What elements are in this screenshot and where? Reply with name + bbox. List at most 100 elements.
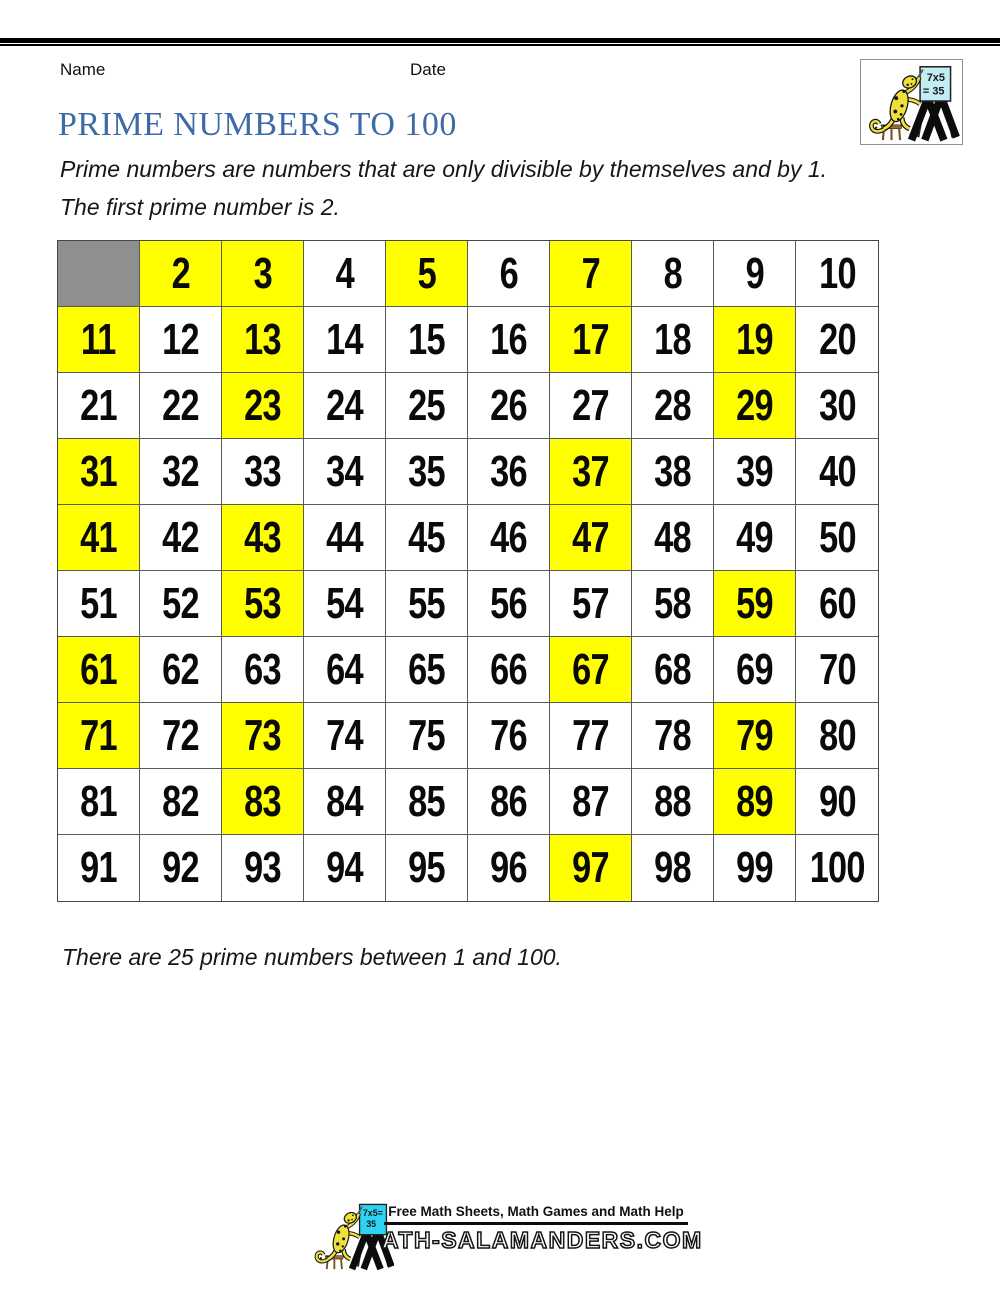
grid-cell-91: 91: [58, 835, 140, 901]
grid-cell-10: 10: [796, 241, 878, 307]
grid-cell-87: 87: [550, 769, 632, 835]
grid-cell-39: 39: [714, 439, 796, 505]
grid-cell-82: 82: [140, 769, 222, 835]
name-label: Name: [60, 60, 106, 79]
grid-cell-85: 85: [386, 769, 468, 835]
grid-cell-67: 67: [550, 637, 632, 703]
description-line-2: The first prime number is 2.: [60, 194, 340, 220]
grid-cell-59: 59: [714, 571, 796, 637]
prime-count-summary: There are 25 prime numbers between 1 and…: [62, 944, 562, 970]
grid-cell-33: 33: [222, 439, 304, 505]
grid-cell-77: 77: [550, 703, 632, 769]
grid-cell-35: 35: [386, 439, 468, 505]
grid-cell-90: 90: [796, 769, 878, 835]
grid-cell-72: 72: [140, 703, 222, 769]
grid-cell-100: 100: [796, 835, 878, 901]
salamander-writing-icon: 7x5 = 35: [869, 66, 960, 142]
grid-cell-80: 80: [796, 703, 878, 769]
grid-cell-47: 47: [550, 505, 632, 571]
grid-cell-65: 65: [386, 637, 468, 703]
grid-cell-29: 29: [714, 373, 796, 439]
grid-cell-60: 60: [796, 571, 878, 637]
grid-cell-54: 54: [304, 571, 386, 637]
grid-cell-16: 16: [468, 307, 550, 373]
grid-cell-46: 46: [468, 505, 550, 571]
date-label: Date: [410, 60, 446, 79]
board-text-line2: = 35: [923, 85, 945, 97]
grid-cell-36: 36: [468, 439, 550, 505]
grid-cell-42: 42: [140, 505, 222, 571]
grid-cell-45: 45: [386, 505, 468, 571]
footer-divider: [384, 1222, 688, 1225]
math-salamanders-logo: 7x5 = 35: [860, 59, 963, 145]
footer-board-text-line2: 35: [366, 1219, 376, 1229]
grid-cell-19: 19: [714, 307, 796, 373]
grid-cell-44: 44: [304, 505, 386, 571]
grid-cell-74: 74: [304, 703, 386, 769]
grid-cell-8: 8: [632, 241, 714, 307]
grid-cell-23: 23: [222, 373, 304, 439]
grid-cell-66: 66: [468, 637, 550, 703]
grid-cell-43: 43: [222, 505, 304, 571]
grid-cell-31: 31: [58, 439, 140, 505]
grid-cell-58: 58: [632, 571, 714, 637]
grid-cell-7: 7: [550, 241, 632, 307]
grid-cell-40: 40: [796, 439, 878, 505]
grid-cell-55: 55: [386, 571, 468, 637]
grid-cell-63: 63: [222, 637, 304, 703]
grid-cell-18: 18: [632, 307, 714, 373]
grid-cell-22: 22: [140, 373, 222, 439]
grid-cell-blank: [58, 241, 140, 307]
grid-cell-88: 88: [632, 769, 714, 835]
grid-cell-15: 15: [386, 307, 468, 373]
grid-cell-84: 84: [304, 769, 386, 835]
board-text-line1: 7x5: [927, 72, 945, 84]
grid-cell-37: 37: [550, 439, 632, 505]
grid-cell-50: 50: [796, 505, 878, 571]
grid-cell-69: 69: [714, 637, 796, 703]
grid-cell-96: 96: [468, 835, 550, 901]
grid-cell-70: 70: [796, 637, 878, 703]
grid-cell-76: 76: [468, 703, 550, 769]
grid-cell-4: 4: [304, 241, 386, 307]
grid-cell-30: 30: [796, 373, 878, 439]
grid-cell-93: 93: [222, 835, 304, 901]
grid-cell-2: 2: [140, 241, 222, 307]
grid-cell-53: 53: [222, 571, 304, 637]
grid-cell-61: 61: [58, 637, 140, 703]
top-double-rule: [0, 38, 1000, 46]
description-line-1: Prime numbers are numbers that are only …: [60, 156, 828, 182]
grid-cell-86: 86: [468, 769, 550, 835]
grid-cell-41: 41: [58, 505, 140, 571]
grid-cell-56: 56: [468, 571, 550, 637]
grid-cell-71: 71: [58, 703, 140, 769]
grid-cell-34: 34: [304, 439, 386, 505]
footer-brand: 7x5= 35 Free Math Sheets, Math Games and…: [310, 1200, 703, 1271]
grid-cell-64: 64: [304, 637, 386, 703]
footer-wordmark: ATH-SALAMANDERS.COM: [381, 1226, 703, 1254]
grid-cell-99: 99: [714, 835, 796, 901]
grid-cell-48: 48: [632, 505, 714, 571]
grid-cell-81: 81: [58, 769, 140, 835]
grid-cell-27: 27: [550, 373, 632, 439]
number-grid: 2 3 4 5 6 7 8 9 10 11 12 13 14 15 16 17 18 19 20 21 22 23 24 25…: [57, 240, 879, 902]
grid-cell-25: 25: [386, 373, 468, 439]
grid-cell-24: 24: [304, 373, 386, 439]
footer-tagline: Free Math Sheets, Math Games and Math He…: [388, 1204, 684, 1219]
grid-cell-21: 21: [58, 373, 140, 439]
grid-cell-79: 79: [714, 703, 796, 769]
grid-cell-49: 49: [714, 505, 796, 571]
grid-cell-92: 92: [140, 835, 222, 901]
grid-cell-57: 57: [550, 571, 632, 637]
grid-cell-97: 97: [550, 835, 632, 901]
grid-cell-52: 52: [140, 571, 222, 637]
footer-salamander-icon: 7x5= 35: [314, 1203, 394, 1271]
grid-cell-94: 94: [304, 835, 386, 901]
grid-cell-73: 73: [222, 703, 304, 769]
grid-cell-68: 68: [632, 637, 714, 703]
grid-cell-78: 78: [632, 703, 714, 769]
grid-cell-62: 62: [140, 637, 222, 703]
grid-cell-75: 75: [386, 703, 468, 769]
grid-cell-11: 11: [58, 307, 140, 373]
grid-cell-95: 95: [386, 835, 468, 901]
